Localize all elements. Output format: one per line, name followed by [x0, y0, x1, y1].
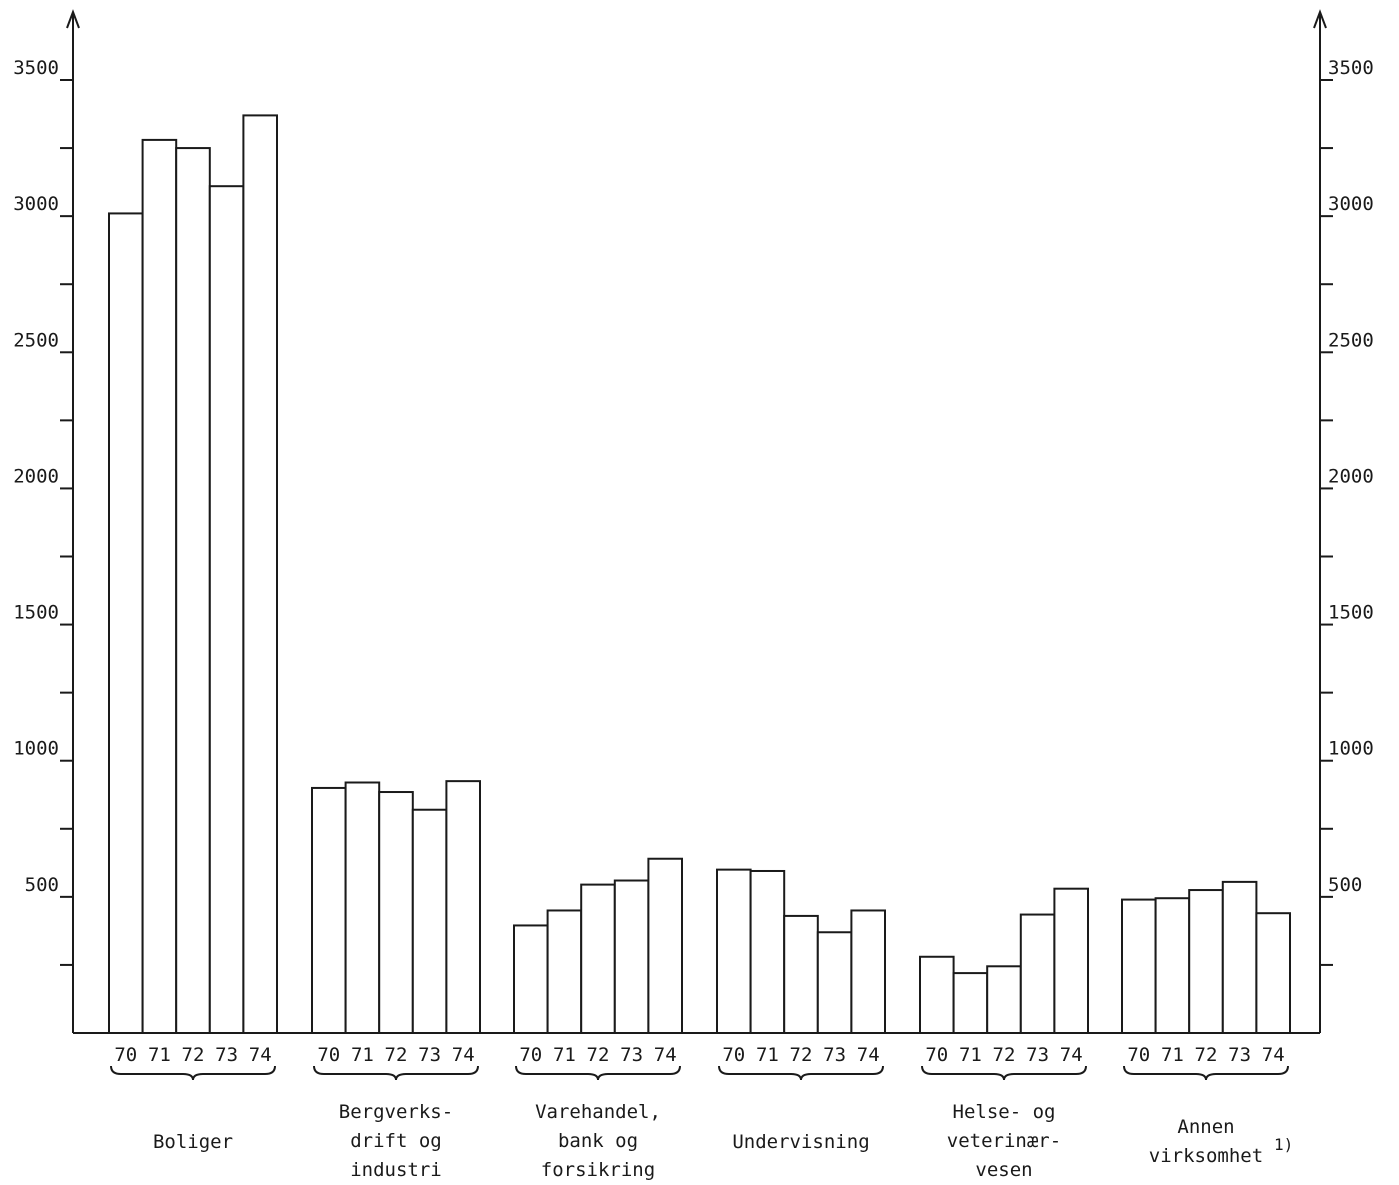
year-label: 70 [317, 1044, 340, 1066]
year-label: 72 [790, 1044, 813, 1066]
group-brace [515, 1065, 681, 1081]
bar [141, 138, 178, 1035]
bar [546, 909, 583, 1035]
bar [783, 914, 819, 1034]
bar [344, 781, 381, 1034]
bar [311, 786, 347, 1035]
left-tick-label: 2500 [13, 329, 59, 351]
right-tick-label: 2500 [1328, 329, 1374, 351]
left-tick-label: 2000 [13, 465, 59, 487]
bar [1053, 887, 1090, 1035]
group-brace [110, 1065, 276, 1081]
group-label: Boliger [153, 1131, 233, 1153]
group-brace [313, 1065, 479, 1081]
year-label: 73 [620, 1044, 643, 1066]
right-tick-label: 2000 [1328, 465, 1374, 487]
group-label: Varehandel, [535, 1101, 661, 1123]
group-label: Undervisning [732, 1131, 869, 1153]
year-label: 73 [215, 1044, 238, 1066]
group-brace [718, 1065, 884, 1081]
left-tick-label: 3500 [13, 57, 59, 79]
year-label: 74 [857, 1044, 880, 1066]
bar [1188, 889, 1224, 1034]
group-brace [1123, 1065, 1289, 1081]
group-label: Annen [1177, 1116, 1234, 1138]
right-axis-arrow [1313, 9, 1327, 29]
bar [411, 808, 448, 1034]
group-label: vesen [975, 1159, 1032, 1181]
bar [580, 883, 616, 1035]
bar [175, 147, 211, 1035]
right-tick-label: 1000 [1328, 738, 1374, 760]
year-label: 71 [148, 1044, 171, 1066]
year-label: 70 [114, 1044, 137, 1066]
left-tick-label: 1500 [13, 602, 59, 624]
year-label: 74 [1060, 1044, 1083, 1066]
year-label: 73 [1026, 1044, 1049, 1066]
bar [749, 869, 786, 1034]
group-label: veterinær- [947, 1130, 1061, 1152]
group-label: industri [350, 1159, 442, 1181]
year-label: 71 [959, 1044, 982, 1066]
right-tick-label: 3000 [1328, 193, 1374, 215]
year-label: 74 [654, 1044, 677, 1066]
bar [513, 924, 549, 1034]
year-label: 72 [587, 1044, 610, 1066]
year-label: 74 [249, 1044, 272, 1066]
bar [850, 909, 887, 1035]
group-label: drift og [350, 1130, 442, 1152]
year-label: 71 [1161, 1044, 1184, 1066]
bar [919, 955, 955, 1035]
bar [613, 879, 650, 1035]
bar [647, 857, 684, 1034]
bar [1121, 898, 1157, 1035]
year-label: 71 [351, 1044, 374, 1066]
bar [208, 185, 245, 1035]
group-brace [921, 1065, 1087, 1081]
group-label: virksomhet [1149, 1145, 1263, 1167]
left-tick-label: 3000 [13, 193, 59, 215]
left-axis-arrow [66, 9, 80, 29]
year-label: 72 [1195, 1044, 1218, 1066]
year-label: 73 [418, 1044, 441, 1066]
year-label: 72 [993, 1044, 1016, 1066]
year-label: 73 [823, 1044, 846, 1066]
bar [1154, 897, 1191, 1034]
bar [1019, 913, 1056, 1035]
year-label: 74 [1262, 1044, 1285, 1066]
bar [108, 212, 144, 1035]
year-label: 72 [385, 1044, 408, 1066]
year-label: 71 [553, 1044, 576, 1066]
year-label: 74 [452, 1044, 475, 1066]
bar [986, 965, 1022, 1034]
group-label: bank og [558, 1130, 638, 1152]
right-tick-label: 500 [1328, 874, 1362, 896]
footnote-marker: 1) [1274, 1135, 1293, 1154]
group-label: forsikring [541, 1159, 655, 1181]
right-tick-label: 3500 [1328, 57, 1374, 79]
bar [716, 868, 752, 1035]
bar [242, 114, 278, 1034]
year-label: 70 [1127, 1044, 1150, 1066]
year-label: 72 [182, 1044, 205, 1066]
year-label: 70 [722, 1044, 745, 1066]
group-label: Bergverks- [339, 1101, 453, 1123]
year-label: 70 [925, 1044, 948, 1066]
bar [1221, 880, 1258, 1034]
right-tick-label: 1500 [1328, 602, 1374, 624]
year-label: 71 [756, 1044, 779, 1066]
bar [445, 780, 481, 1035]
group-label: Helse- og [953, 1101, 1056, 1123]
bar [1255, 912, 1292, 1034]
bar [952, 972, 989, 1035]
bar [378, 791, 414, 1035]
year-label: 70 [519, 1044, 542, 1066]
left-tick-label: 1000 [13, 738, 59, 760]
left-tick-label: 500 [25, 874, 59, 896]
bar [816, 931, 853, 1034]
year-label: 73 [1228, 1044, 1251, 1066]
